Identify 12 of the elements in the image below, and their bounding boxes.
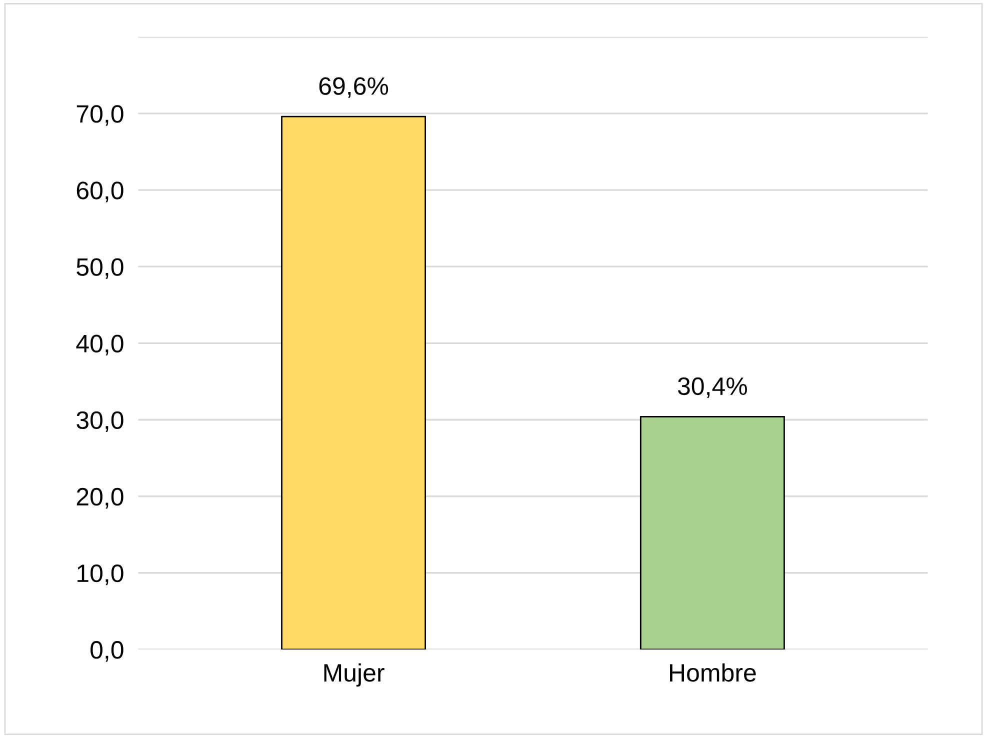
y-tick-label: 50,0 [76, 258, 124, 279]
y-tick-label: 30,0 [76, 411, 124, 432]
x-tick-label: Hombre [670, 663, 756, 682]
data-label: 69,6% [319, 77, 388, 98]
y-tick-label: 10,0 [78, 564, 124, 586]
y-tick-label: 60,0 [76, 182, 124, 202]
y-tick-label: 70,0 [76, 105, 124, 126]
y-tick-label: 0,0 [90, 641, 124, 662]
x-tick-label: Mujer [324, 663, 384, 687]
data-label: 30,4% [678, 377, 747, 398]
y-tick-label: 20,0 [76, 488, 124, 509]
y-tick-label: 40,0 [76, 334, 124, 356]
